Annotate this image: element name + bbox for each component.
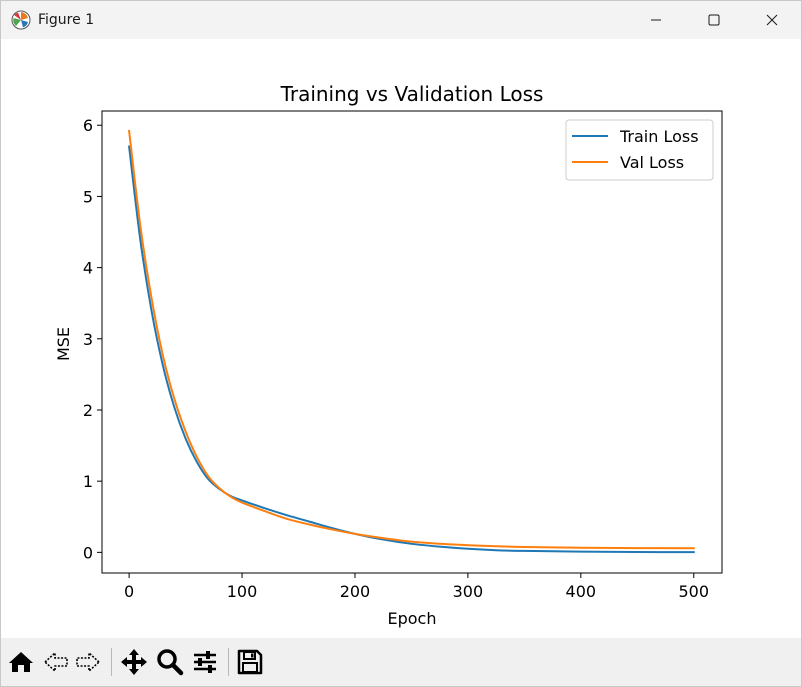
plot-frame (101, 110, 723, 574)
series-line-val-loss (127, 129, 695, 550)
chart-title: Training vs Validation Loss (280, 82, 544, 106)
x-tick-label: 400 (566, 582, 597, 601)
x-tick-label: 0 (124, 582, 134, 601)
forward-icon (76, 651, 101, 673)
minimize-icon (651, 19, 661, 21)
y-tick-label: 4 (83, 259, 93, 278)
x-tick-label: 300 (453, 582, 484, 601)
forward-button[interactable] (73, 647, 103, 677)
navigation-toolbar (1, 638, 801, 686)
zoom-button[interactable] (155, 647, 185, 677)
window-title: Figure 1 (38, 12, 95, 28)
toolbar-separator (111, 648, 112, 676)
series-line-train-loss (127, 145, 695, 554)
y-tick-label: 3 (83, 330, 93, 349)
line-chart: Training vs Validation Loss 0 100 200 300 40… (54, 82, 723, 628)
x-axis-label: Epoch (388, 609, 437, 628)
zoom-icon (157, 649, 184, 676)
legend-label: Val Loss (620, 153, 684, 172)
maximize-button[interactable] (685, 1, 743, 39)
title-bar: Figure 1 (1, 1, 801, 39)
back-button[interactable] (41, 647, 71, 677)
x-tick-label: 100 (227, 582, 258, 601)
configure-subplots-button[interactable] (190, 647, 220, 677)
back-icon (43, 651, 68, 673)
configure-subplots-icon (194, 651, 216, 673)
matplotlib-icon (11, 10, 31, 30)
y-tick-label: 1 (83, 472, 93, 491)
legend-label: Train Loss (619, 127, 699, 146)
minimize-button[interactable] (627, 1, 685, 39)
x-tick-label: 200 (340, 582, 371, 601)
home-button[interactable] (6, 647, 36, 677)
home-icon (9, 652, 33, 672)
close-icon (766, 14, 778, 26)
y-tick-label: 0 (83, 543, 93, 562)
save-icon (237, 649, 263, 675)
close-button[interactable] (743, 1, 801, 39)
x-tick-label: 500 (678, 582, 709, 601)
y-tick-label: 5 (83, 187, 93, 206)
figure-canvas[interactable]: Training vs Validation Loss 0 100 200 300 40… (1, 39, 801, 638)
maximize-icon (708, 14, 720, 26)
pan-icon (121, 649, 147, 675)
save-button[interactable] (235, 647, 265, 677)
y-tick-label: 6 (83, 116, 93, 135)
y-axis-label: MSE (54, 327, 73, 361)
toolbar-separator (228, 648, 229, 676)
y-tick-label: 2 (83, 401, 93, 420)
pan-button[interactable] (119, 647, 149, 677)
